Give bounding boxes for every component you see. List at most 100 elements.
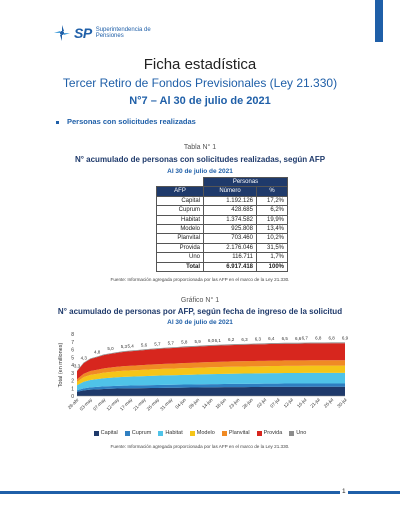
total-data-label: 6,5 xyxy=(282,336,289,341)
y-tick-label: 7 xyxy=(71,340,74,346)
bullet-icon xyxy=(56,120,59,124)
total-data-label: 5,8 xyxy=(181,339,188,344)
total-data-label: 6,4 xyxy=(268,336,275,341)
y-tick-label: 5 xyxy=(71,355,74,361)
percent-cell: 19,9% xyxy=(256,214,288,226)
table-title: N° acumulado de personas con solicitudes… xyxy=(74,155,326,164)
count-cell: 1.192.126 xyxy=(203,195,257,207)
total-data-label: 6,8 xyxy=(328,335,335,340)
total-data-label: 5,9 xyxy=(194,339,201,344)
x-tick-label: 21-jul xyxy=(309,397,320,408)
area-series-capital xyxy=(77,386,345,396)
afp-name-cell: Uno xyxy=(156,252,204,263)
legend-swatch xyxy=(221,430,227,436)
x-tick-label: 12-jul xyxy=(283,397,294,408)
y-tick-label: 2 xyxy=(71,379,74,385)
table-row: Uno 116.711 1,7% xyxy=(156,252,288,263)
table-row: Planvital 703.460 10,2% xyxy=(156,233,288,244)
x-tick-label: 30-jul xyxy=(336,397,347,408)
afp-table: Personas AFP Número % Capital 1.192.126 17… xyxy=(156,176,288,273)
percent-cell: 31,5% xyxy=(256,242,288,254)
legend-swatch xyxy=(158,430,164,436)
legend-label: Planvital xyxy=(228,430,250,436)
count-cell: 428.685 xyxy=(203,205,257,216)
total-data-label: 6,2 xyxy=(228,337,235,342)
total-data-label: 5,4 xyxy=(127,344,134,349)
total-data-label: 5,7 xyxy=(154,341,161,346)
y-tick-label: 3 xyxy=(71,371,74,377)
graph-title: N° acumulado de personas por AFP, según … xyxy=(57,307,343,316)
legend-label: Uno xyxy=(296,430,307,436)
legend-item: Provida xyxy=(256,430,282,436)
x-tick-label: 07-may xyxy=(92,397,107,412)
page-number: 1 xyxy=(340,488,348,495)
percent-cell: 100% xyxy=(256,261,288,273)
x-tick-label: 09-jun xyxy=(188,397,201,410)
area-series-cuprum xyxy=(77,383,345,392)
legend-swatch xyxy=(93,430,99,436)
afp-name-cell: Modelo xyxy=(156,224,204,235)
table-header-number: Número xyxy=(203,186,257,197)
x-tick-label: 28-jun xyxy=(241,397,254,410)
legend-item: Habitat xyxy=(158,430,183,436)
logo-mark: SP xyxy=(74,25,92,41)
total-data-label: 4,3 xyxy=(81,356,88,361)
total-data-label: 5,0 xyxy=(107,346,114,351)
count-cell: 925.808 xyxy=(203,224,257,235)
total-data-label: 5,3 xyxy=(121,344,128,349)
graph-label: Gráfico N° 1 xyxy=(180,297,220,304)
percent-cell: 1,7% xyxy=(256,252,288,263)
legend-item: Modelo xyxy=(189,430,215,436)
table-date: Al 30 de julio de 2021 xyxy=(167,168,233,175)
page-title: Ficha estadística xyxy=(143,56,257,73)
percent-cell: 10,2% xyxy=(256,233,288,244)
x-tick-label: 03-may xyxy=(79,397,94,412)
legend-item: Planvital xyxy=(221,430,250,436)
x-tick-label: 31-may xyxy=(159,397,174,412)
x-tick-label: 02-jul xyxy=(256,397,267,408)
x-tick-label: 21-may xyxy=(132,397,147,412)
legend-item: Capital xyxy=(93,430,118,436)
percent-cell: 6,2% xyxy=(256,205,288,216)
area-series-planvital xyxy=(77,360,345,382)
y-tick-label: 1 xyxy=(71,386,74,392)
table-row: Cuprum 428.685 6,2% xyxy=(156,205,288,216)
total-data-label: 6,9 xyxy=(342,335,349,340)
graph-source: Fuente: Información agregada proporciona… xyxy=(110,444,290,449)
x-tick-label: 18-jun xyxy=(215,397,228,410)
y-axis-label: Total (en millones) xyxy=(58,343,64,388)
table-label: Tabla N° 1 xyxy=(183,144,217,151)
count-cell: 703.460 xyxy=(203,233,257,244)
x-tick-label: 23-jun xyxy=(228,397,241,410)
x-tick-label: 07-jul xyxy=(269,397,280,408)
chart-legend: Capital Cuprum Habitat Modelo Planvital Provi… xyxy=(0,430,400,436)
area-series-habitat xyxy=(77,372,345,391)
y-tick-label: 6 xyxy=(71,348,74,354)
logo: SP Superintendencia de Pensiones xyxy=(54,25,151,41)
logo-pinwheel-icon xyxy=(54,25,70,41)
legend-label: Modelo xyxy=(196,430,215,436)
legend-swatch xyxy=(124,430,130,436)
afp-name-cell: Planvital xyxy=(156,233,204,244)
percent-cell: 13,4% xyxy=(256,224,288,235)
x-tick-label: 26-may xyxy=(146,397,161,412)
legend-item: Uno xyxy=(289,430,306,436)
total-data-label: 6,7 xyxy=(302,336,309,341)
total-data-label: 6,0 xyxy=(208,338,215,343)
y-tick-label: 8 xyxy=(71,332,74,338)
afp-name-cell: Habitat xyxy=(156,214,204,226)
legend-label: Cuprum xyxy=(131,430,152,436)
legend-swatch xyxy=(189,430,195,436)
legend-label: Habitat xyxy=(165,430,183,436)
table-row: Capital 1.192.126 17,2% xyxy=(156,195,288,207)
page-subtitle: Tercer Retiro de Fondos Previsionales (L… xyxy=(62,76,338,90)
x-tick-label: 26-jul xyxy=(323,397,334,408)
area-series-modelo xyxy=(77,365,345,386)
total-data-label: 5,7 xyxy=(168,340,175,345)
area-series-uno xyxy=(77,342,345,372)
legend-swatch xyxy=(289,430,295,436)
count-cell: 1.374.582 xyxy=(203,214,257,226)
table-group-header: Personas xyxy=(203,176,288,188)
y-tick-label: 0 xyxy=(71,394,74,400)
